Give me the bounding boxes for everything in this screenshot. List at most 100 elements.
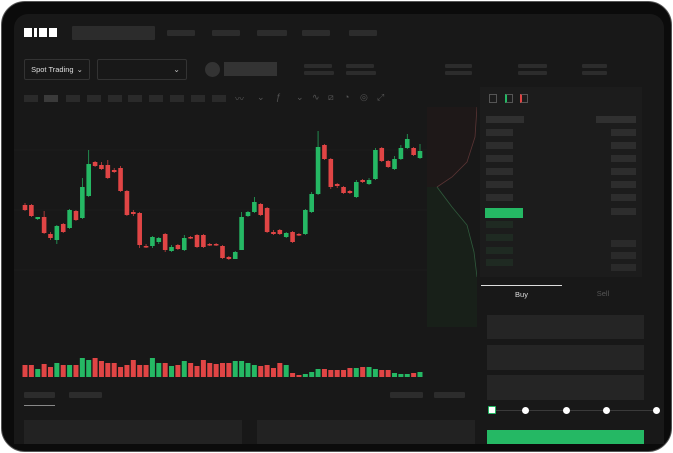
candle-down bbox=[194, 235, 200, 247]
indicator-icon[interactable]: ƒ bbox=[276, 92, 282, 102]
candle-up bbox=[392, 159, 397, 169]
volume-bar bbox=[315, 369, 321, 377]
spot-trading-button[interactable]: Spot Trading ⌄ bbox=[24, 59, 90, 80]
app-screen: Spot Trading ⌄ ⌄ 〰 ⌄ ƒ ⌄ ∿ ⧄ ◔ ◎ ⤢ Buy Se… bbox=[14, 14, 664, 444]
sell-tab[interactable]: Sell bbox=[596, 289, 610, 298]
total-input[interactable] bbox=[487, 375, 644, 400]
buy-button[interactable] bbox=[487, 430, 644, 444]
orderbook-asks-icon[interactable] bbox=[520, 94, 528, 103]
trend-line-icon[interactable]: ∿ bbox=[312, 92, 320, 102]
stat-label bbox=[518, 64, 547, 68]
slider-step[interactable] bbox=[603, 407, 610, 414]
pair-select[interactable]: ⌄ bbox=[97, 59, 187, 80]
slider-step[interactable] bbox=[522, 407, 529, 414]
nav-item[interactable] bbox=[257, 30, 287, 36]
chevron-down-icon: ⌄ bbox=[76, 65, 83, 74]
stat-label bbox=[582, 64, 607, 68]
candle-down bbox=[277, 230, 283, 234]
slider-step[interactable] bbox=[563, 407, 570, 414]
volume-bar bbox=[92, 358, 98, 377]
nav-item[interactable] bbox=[167, 30, 195, 36]
slider-step[interactable] bbox=[653, 407, 660, 414]
candle-down bbox=[264, 208, 270, 232]
stat-label bbox=[346, 64, 374, 68]
timeframe-button[interactable] bbox=[128, 95, 142, 102]
buy-tab[interactable]: Buy bbox=[481, 285, 562, 303]
candle-down bbox=[137, 213, 142, 245]
line-type-icon[interactable]: 〰 bbox=[235, 94, 245, 104]
timeframe-button[interactable] bbox=[24, 95, 38, 102]
volume-bar bbox=[124, 365, 130, 377]
candle-down bbox=[226, 257, 232, 259]
volume-bar bbox=[277, 363, 283, 377]
gauge-icon[interactable]: ◔ bbox=[344, 92, 350, 102]
ask-amount bbox=[611, 168, 636, 175]
chevron-down-icon[interactable]: ⌄ bbox=[257, 92, 265, 102]
timeframe-button[interactable] bbox=[44, 95, 58, 102]
tab-open-orders[interactable] bbox=[24, 392, 55, 398]
candle-up bbox=[398, 148, 404, 159]
volume-bar bbox=[353, 368, 359, 377]
bid-amount bbox=[611, 240, 636, 247]
nav-item[interactable] bbox=[349, 30, 377, 36]
price-header bbox=[486, 116, 524, 123]
volume-bar bbox=[169, 366, 175, 377]
candle-up bbox=[169, 247, 174, 251]
timeframe-button[interactable] bbox=[149, 95, 163, 102]
candle-down bbox=[22, 205, 28, 210]
timeframe-button[interactable] bbox=[191, 95, 205, 102]
volume-bar bbox=[341, 370, 347, 377]
volume-bar bbox=[143, 365, 149, 377]
volume-bar bbox=[137, 365, 143, 377]
timeframe-button[interactable] bbox=[170, 95, 184, 102]
volume-bar bbox=[328, 370, 334, 377]
volume-bar bbox=[73, 365, 79, 377]
bid-price bbox=[486, 247, 513, 254]
chevron-down-icon: ⌄ bbox=[173, 65, 180, 74]
slider-step[interactable] bbox=[488, 406, 496, 414]
search-bar[interactable] bbox=[72, 26, 155, 40]
candle-down bbox=[220, 246, 225, 258]
leverage-slider[interactable] bbox=[492, 410, 657, 411]
volume-bar bbox=[334, 370, 340, 377]
candlestick-chart[interactable] bbox=[14, 107, 427, 392]
candle-down bbox=[175, 245, 181, 249]
okx-logo bbox=[24, 28, 57, 37]
volume-bar bbox=[54, 363, 60, 377]
volume-bar bbox=[366, 367, 372, 377]
target-icon[interactable]: ◎ bbox=[360, 92, 368, 102]
amount-input[interactable] bbox=[487, 345, 644, 370]
filter-button[interactable] bbox=[434, 392, 465, 398]
timeframe-button[interactable] bbox=[66, 95, 80, 102]
expand-icon[interactable]: ⤢ bbox=[377, 92, 385, 102]
volume-bar bbox=[181, 361, 187, 377]
timeframe-button[interactable] bbox=[87, 95, 101, 102]
timeframe-button[interactable] bbox=[212, 95, 226, 102]
filter-button[interactable] bbox=[390, 392, 423, 398]
volume-bar bbox=[28, 365, 34, 377]
pair-name bbox=[224, 62, 277, 76]
orderbook-both-icon[interactable] bbox=[489, 94, 497, 103]
volume-bar bbox=[149, 358, 155, 377]
ask-price bbox=[486, 181, 513, 188]
candle-down bbox=[379, 148, 385, 161]
volume-bar bbox=[347, 368, 353, 377]
chevron-down-icon[interactable]: ⌄ bbox=[296, 92, 304, 102]
volume-bar bbox=[398, 374, 404, 377]
candle-down bbox=[385, 161, 391, 167]
price-input[interactable] bbox=[487, 315, 644, 339]
bid-amount bbox=[611, 264, 636, 271]
ask-amount bbox=[611, 129, 636, 136]
nav-item[interactable] bbox=[302, 30, 330, 36]
ruler-icon[interactable]: ⧄ bbox=[328, 92, 334, 102]
nav-item[interactable] bbox=[212, 30, 240, 36]
volume-bar bbox=[258, 366, 264, 377]
tab-order-history[interactable] bbox=[69, 392, 102, 398]
volume-bar bbox=[360, 367, 366, 377]
ask-amount bbox=[611, 142, 636, 149]
timeframe-button[interactable] bbox=[108, 95, 122, 102]
orders-panel bbox=[24, 420, 242, 444]
candle-down bbox=[411, 148, 416, 155]
orderbook-bids-icon[interactable] bbox=[505, 94, 513, 103]
